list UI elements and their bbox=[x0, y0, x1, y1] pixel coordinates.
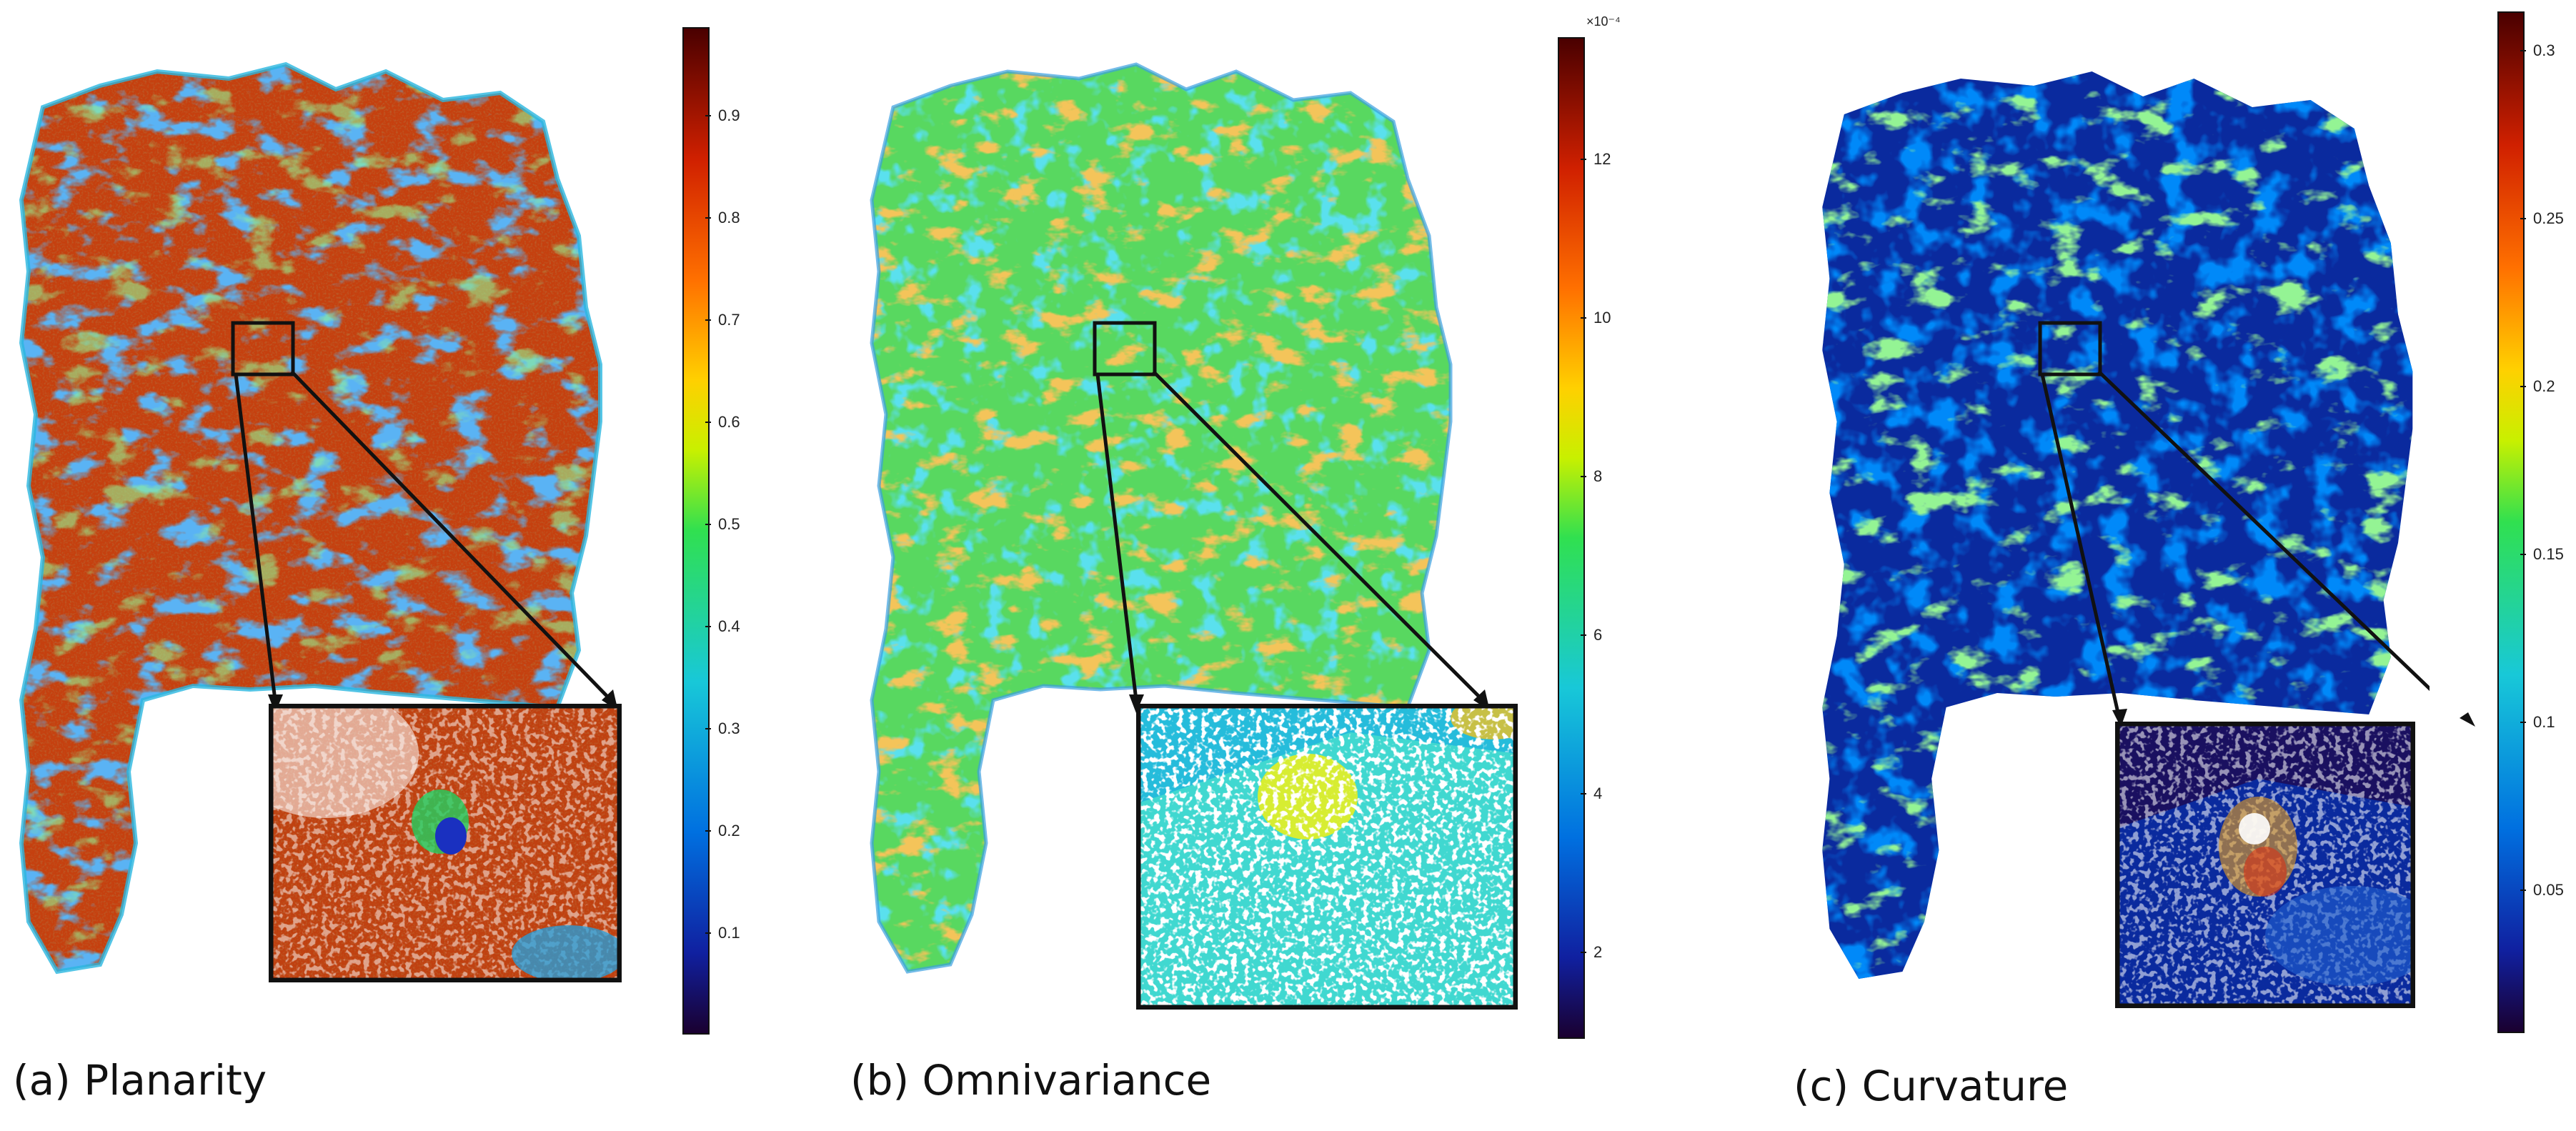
colorbar-tick-mark bbox=[2520, 50, 2526, 51]
colorbar-tick-mark bbox=[705, 217, 711, 219]
colorbar-tick-mark bbox=[2520, 890, 2526, 891]
panel-curvature: 0.05 0.1 0.15 0.2 0.25 0.3 (c) Curvature bbox=[1729, 0, 2576, 1131]
colorbar-tick-label: 0.1 bbox=[718, 924, 740, 942]
colorbar-tick-mark bbox=[705, 932, 711, 934]
curvature-colorbar bbox=[2497, 11, 2525, 1033]
colorbar-tick-mark bbox=[2520, 722, 2526, 723]
colorbar-tick-label: 0.7 bbox=[718, 311, 740, 329]
colorbar-tick-mark bbox=[705, 728, 711, 729]
colorbar-tick-label: 0.25 bbox=[2533, 209, 2564, 227]
colorbar-tick-label: 2 bbox=[1593, 943, 1603, 961]
omnivariance-caption: (b) Omnivariance bbox=[850, 1056, 1212, 1105]
zoom-arrow-left bbox=[1095, 374, 1138, 701]
colorbar-tick-mark bbox=[705, 115, 711, 116]
colorbar-tick-label: 0.2 bbox=[718, 822, 740, 839]
planarity-caption: (a) Planarity bbox=[13, 1056, 267, 1105]
colorbar-tick-label: 6 bbox=[1593, 626, 1603, 644]
zoom-arrow-right bbox=[2097, 370, 2430, 692]
colorbar-exponent: ×10⁻⁴ bbox=[1586, 14, 1621, 29]
colorbar-tick-label: 12 bbox=[1593, 150, 1611, 168]
colorbar-tick-label: 10 bbox=[1593, 309, 1611, 327]
zoom-arrow-right bbox=[290, 370, 612, 702]
colorbar-tick-label: 0.3 bbox=[718, 719, 740, 737]
planarity-inset bbox=[269, 704, 622, 982]
colorbar-tick-label: 0.8 bbox=[718, 209, 740, 226]
planarity-map bbox=[19, 61, 618, 975]
colorbar-tick-mark bbox=[705, 524, 711, 525]
colorbar-tick-label: 0.6 bbox=[718, 413, 740, 431]
omnivariance-colorbar bbox=[1558, 37, 1585, 1039]
zoom-arrow-right bbox=[1152, 370, 1484, 702]
curvature-inset bbox=[2115, 722, 2415, 1008]
colorbar-tick-mark bbox=[705, 319, 711, 321]
roi-box bbox=[2038, 321, 2102, 377]
colorbar-tick-mark bbox=[1581, 952, 1586, 953]
planarity-colorbar bbox=[682, 27, 710, 1035]
zoom-arrow-left bbox=[2040, 374, 2121, 717]
roi-box bbox=[231, 321, 295, 377]
omnivariance-inset bbox=[1136, 704, 1518, 1010]
panel-omnivariance: ×10⁻⁴ 2 4 6 8 10 12 (b) Omnivariance bbox=[850, 0, 1715, 1131]
colorbar-tick-label: 0.4 bbox=[718, 617, 740, 635]
panel-planarity: 0.1 0.2 0.3 0.4 0.5 0.6 0.7 0.8 0.9 (a) Planarit… bbox=[0, 0, 843, 1131]
colorbar-tick-mark bbox=[2520, 554, 2526, 555]
colorbar-tick-label: 0.3 bbox=[2533, 41, 2555, 59]
colorbar-tick-label: 0.05 bbox=[2533, 881, 2564, 899]
roi-box bbox=[1093, 321, 1157, 377]
colorbar-tick-mark bbox=[1581, 317, 1586, 319]
colorbar-tick-mark bbox=[705, 422, 711, 423]
colorbar-tick-mark bbox=[705, 830, 711, 832]
colorbar-tick-label: 0.2 bbox=[2533, 377, 2555, 395]
colorbar-tick-mark bbox=[1581, 476, 1586, 477]
zoom-arrow-left bbox=[234, 374, 277, 701]
colorbar-tick-mark bbox=[2520, 218, 2526, 219]
colorbar-tick-mark bbox=[1581, 159, 1586, 160]
colorbar-tick-label: 0.1 bbox=[2533, 713, 2555, 731]
colorbar-tick-label: 0.5 bbox=[718, 515, 740, 533]
curvature-caption: (c) Curvature bbox=[1794, 1062, 2069, 1110]
colorbar-tick-mark bbox=[1581, 634, 1586, 636]
colorbar-tick-label: 4 bbox=[1593, 784, 1603, 802]
colorbar-tick-mark bbox=[705, 626, 711, 627]
colorbar-tick-label: 0.9 bbox=[718, 106, 740, 124]
colorbar-tick-mark bbox=[2520, 386, 2526, 387]
colorbar-tick-label: 0.15 bbox=[2533, 545, 2564, 563]
colorbar-tick-mark bbox=[1581, 793, 1586, 794]
colorbar-tick-label: 8 bbox=[1593, 467, 1603, 485]
